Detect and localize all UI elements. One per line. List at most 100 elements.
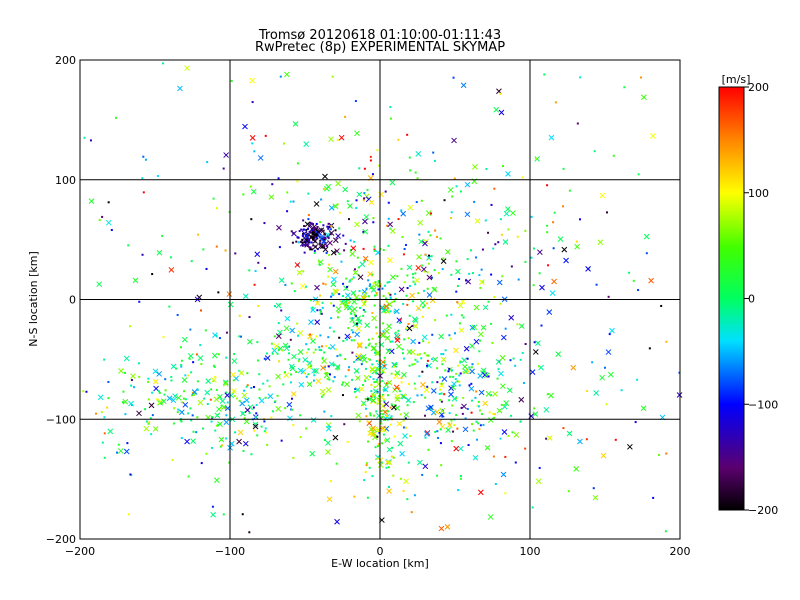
data-point-x [401,371,407,378]
data-point-x [445,427,452,433]
data-point-x [599,192,606,199]
data-point-dot [388,280,391,283]
data-point-dot [381,380,384,383]
data-point-dot [462,316,465,319]
data-point-x [219,398,226,404]
data-point-x [275,373,281,380]
data-point-x [441,376,448,382]
data-point-x [148,402,155,409]
data-point-dot [301,241,304,244]
data-point-dot [164,378,167,381]
data-point-dot [367,295,370,298]
data-point-dot [428,254,431,257]
data-point-dot [313,374,316,377]
data-point-dot [180,365,183,368]
data-point-dot [206,402,209,405]
data-point-dot [273,335,276,338]
data-point-dot [147,377,150,380]
data-point-dot [248,531,251,534]
data-point-dot [424,436,427,439]
data-point-x [143,425,150,432]
data-point-dot [475,256,478,259]
data-point-dot [328,347,331,350]
data-point-dot [190,419,193,422]
data-point-dot [397,387,400,390]
data-point-dot [422,340,425,343]
data-point-dot [179,419,182,422]
data-point-dot [393,404,396,407]
data-point-dot [372,217,375,220]
data-point-dot [337,365,340,368]
data-point-dot [283,142,286,145]
data-point-dot [298,358,301,361]
data-point-x [362,218,368,225]
data-point-dot [373,304,376,307]
data-point-x [107,428,114,435]
data-point-dot [322,229,325,232]
data-point-dot [126,442,129,445]
data-point-x [383,401,390,408]
data-point-dot [220,404,223,407]
data-point-dot [148,421,151,424]
data-point-x [334,364,341,370]
data-point-dot [251,101,254,104]
data-point-dot [439,388,442,391]
data-point-dot [443,199,446,202]
data-point-dot [367,358,370,361]
data-point-x [406,325,413,332]
data-point-dot [356,256,359,259]
data-point-x [423,387,430,393]
data-point-dot [180,420,183,423]
data-point-dot [355,199,358,202]
data-point-dot [620,389,623,392]
data-point-dot [330,225,333,228]
data-point-x [418,238,424,245]
data-point-dot [277,322,280,325]
data-point-dot [437,436,440,439]
data-point-dot [271,352,274,355]
data-point-dot [416,353,419,356]
data-point-dot [327,275,330,278]
data-point-x [498,370,504,377]
data-point-x [422,240,428,247]
data-point-x [237,429,244,436]
data-point-dot [313,228,316,231]
data-point-dot [450,211,453,214]
y-ticks: −200 −100 0 100 200 [46,54,76,546]
data-point-dot [416,394,419,397]
data-point-dot [418,375,421,378]
data-point-dot [242,449,245,452]
data-point-x [290,391,297,397]
data-point-dot [459,372,462,375]
data-point-dot [357,318,360,321]
data-point-dot [314,234,317,237]
data-point-dot [450,273,453,276]
data-point-dot [362,230,365,233]
data-point-dot [218,337,221,340]
data-point-dot [243,417,246,420]
data-point-dot [212,364,215,367]
data-point-dot [319,310,322,313]
data-point-dot [345,338,348,341]
data-point-x [313,201,320,207]
data-point-dot [412,280,415,283]
data-point-dot [504,327,507,330]
data-point-x [236,438,242,445]
data-point-x [283,325,290,332]
x-tick-label: −100 [215,545,245,558]
data-point-dot [271,183,274,186]
data-point-dot [517,278,520,281]
data-point-x [398,286,405,293]
data-point-x [170,397,177,404]
data-point-dot [179,346,182,349]
data-point-dot [161,234,164,237]
data-point-dot [253,386,256,389]
data-point-dot [307,238,310,241]
data-point-dot [478,274,481,277]
data-point-x [390,274,396,281]
data-point-dot [266,379,269,382]
data-point-dot [336,138,339,141]
data-point-dot [361,404,364,407]
data-point-x [460,82,467,89]
data-point-dot [289,381,292,384]
